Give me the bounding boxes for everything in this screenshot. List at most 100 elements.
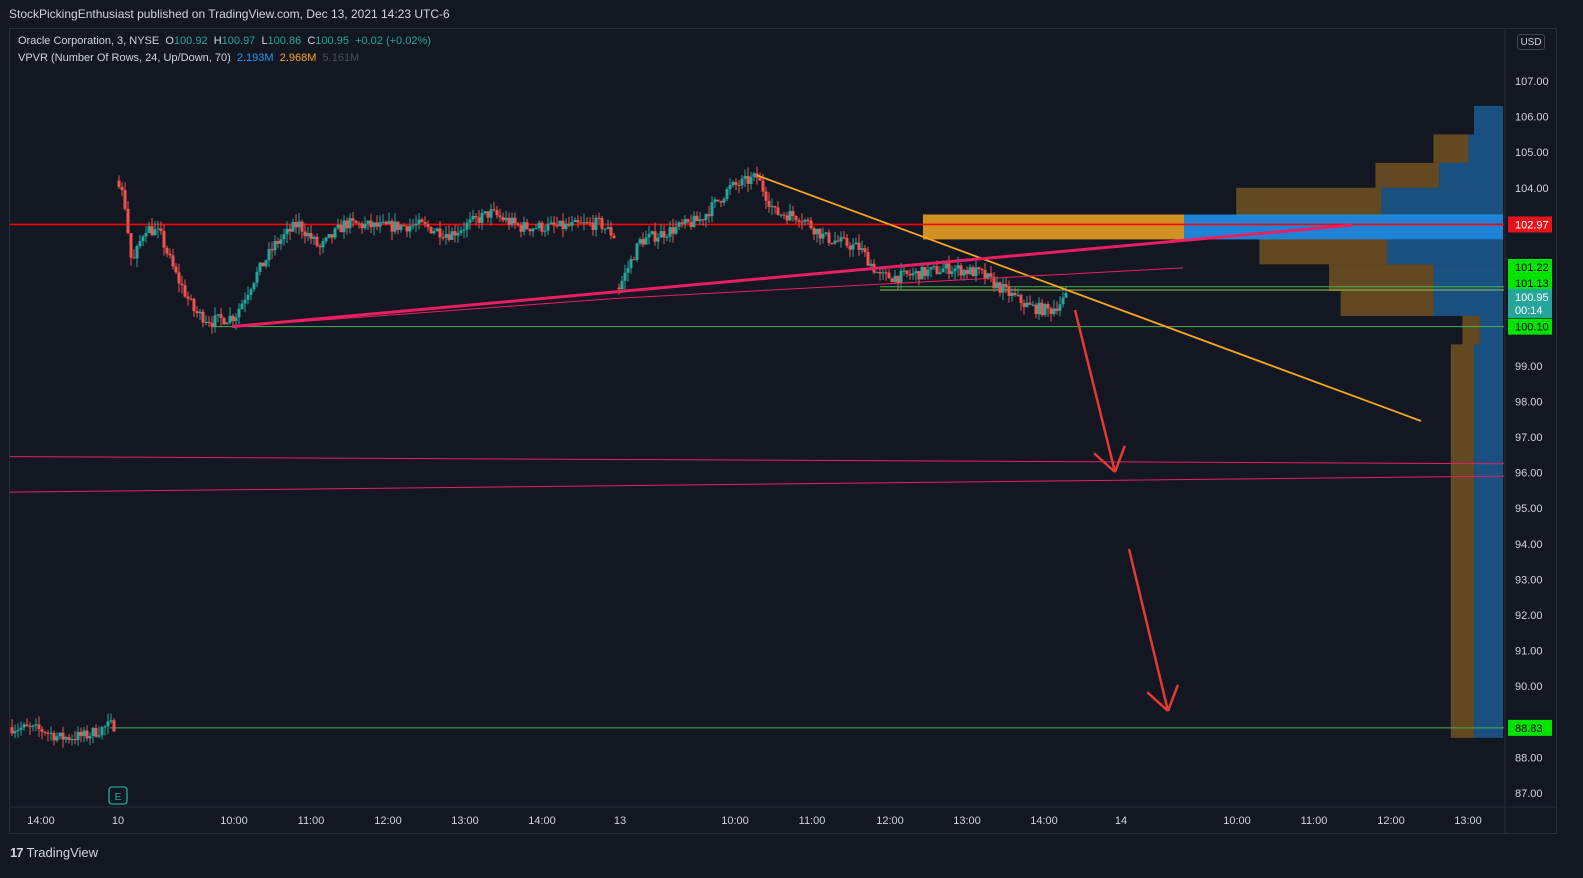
- descending-trendline[interactable]: [756, 174, 1422, 422]
- candle-body: [381, 221, 385, 223]
- candle-body: [106, 721, 110, 727]
- price-badge-label: 100.95: [1515, 292, 1549, 304]
- price-badge[interactable]: [1508, 302, 1552, 318]
- candle-body: [713, 199, 717, 203]
- candle-body: [447, 234, 451, 240]
- arrow-head[interactable]: [1113, 445, 1126, 473]
- candle-body: [405, 226, 409, 232]
- price-badge[interactable]: [1508, 289, 1552, 305]
- tradingview-brand: TradingView: [26, 845, 99, 860]
- candle-body: [659, 231, 663, 238]
- candle-body: [150, 226, 154, 236]
- tradingview-logo[interactable]: 17 TradingView: [10, 845, 98, 860]
- candle-body: [474, 215, 478, 218]
- candle-body: [471, 215, 475, 220]
- candle-body: [100, 727, 104, 736]
- currency-badge[interactable]: USD: [1517, 34, 1545, 50]
- candle-body: [716, 199, 720, 202]
- candle-body: [549, 222, 553, 224]
- candle-body: [600, 218, 604, 229]
- candle-body: [225, 322, 229, 325]
- candle-body: [938, 272, 942, 274]
- legend-close-value: 100.95: [315, 35, 349, 47]
- rising-trendline-thin-left[interactable]: [231, 297, 621, 328]
- arrow-shaft[interactable]: [1073, 309, 1117, 473]
- candle-body: [761, 180, 765, 192]
- candle-body: [797, 220, 801, 222]
- candle-body: [956, 265, 960, 269]
- price-badge[interactable]: [1508, 318, 1552, 335]
- price-badge[interactable]: [1508, 216, 1552, 233]
- candle-body: [279, 239, 283, 244]
- channel-upper-line[interactable]: [9, 456, 1505, 465]
- candle-body: [552, 222, 556, 226]
- candle-body: [97, 735, 101, 737]
- candle-body: [992, 276, 996, 289]
- x-tick-label: 13:00: [451, 815, 479, 827]
- arrow-head[interactable]: [1166, 684, 1180, 712]
- candle-body: [854, 242, 858, 245]
- candle-body: [88, 736, 92, 739]
- candle-body: [1016, 294, 1020, 296]
- rising-trendline[interactable]: [231, 223, 1353, 329]
- price-badge[interactable]: [1508, 259, 1552, 275]
- candle-body: [76, 732, 80, 741]
- candle-body: [932, 266, 936, 268]
- candle-body: [722, 198, 726, 203]
- candle-body: [683, 219, 687, 224]
- candle-body: [555, 225, 559, 227]
- channel-lower-line[interactable]: [9, 475, 1505, 493]
- candle-body: [270, 249, 274, 251]
- volume-profile-up-bar: [1433, 291, 1503, 316]
- x-tick-label: 14: [1115, 815, 1127, 827]
- candle-body: [1037, 302, 1041, 315]
- candle-body: [635, 243, 639, 260]
- publish-line: StockPickingEnthusiast published on Trad…: [9, 7, 450, 21]
- arrow-head[interactable]: [1146, 691, 1169, 712]
- arrow-shaft[interactable]: [1127, 548, 1170, 712]
- arrow-head[interactable]: [1093, 452, 1116, 473]
- earnings-marker-icon[interactable]: [108, 786, 128, 805]
- candle-body: [1022, 303, 1026, 307]
- indicator-name[interactable]: VPVR (Number Of Rows, 24, Up/Down, 70): [18, 52, 231, 64]
- candle-body: [348, 218, 352, 229]
- rising-trendline-thin[interactable]: [619, 267, 1184, 299]
- candle-body: [204, 321, 208, 323]
- candle-body: [31, 725, 35, 727]
- candle-body: [680, 222, 684, 224]
- volume-profile-up-bar: [1468, 134, 1503, 163]
- candle-body: [327, 234, 331, 238]
- candle-body: [617, 287, 621, 290]
- chart-frame[interactable]: [9, 28, 1557, 834]
- x-tick-label: 13:00: [953, 815, 981, 827]
- candle-body: [231, 315, 235, 321]
- candle-body: [22, 724, 26, 728]
- candle-body: [1010, 293, 1014, 296]
- price-badge[interactable]: [1508, 275, 1552, 291]
- candle-body: [845, 237, 849, 246]
- candle-body: [950, 271, 954, 274]
- candle-body: [345, 220, 349, 229]
- candle-body: [890, 278, 894, 283]
- x-tick-label: 12:00: [876, 815, 904, 827]
- candle-body: [1025, 302, 1029, 307]
- candle-body: [504, 217, 508, 221]
- candle-body: [998, 282, 1002, 293]
- candle-body: [1031, 304, 1035, 306]
- x-tick-label: 13: [614, 815, 626, 827]
- candle-body: [740, 178, 744, 186]
- candle-body: [525, 222, 529, 229]
- price-badge[interactable]: [1508, 719, 1552, 736]
- candle-body: [564, 223, 568, 230]
- candle-body: [719, 201, 723, 203]
- candle-body: [58, 732, 62, 737]
- candle-body: [501, 216, 505, 221]
- candle-body: [920, 266, 924, 280]
- candle-body: [591, 222, 595, 230]
- candle-body: [336, 224, 340, 229]
- legend-symbol[interactable]: Oracle Corporation, 3, NYSE: [18, 35, 160, 47]
- candle-body: [267, 249, 271, 261]
- y-tick-label: 88.00: [1515, 752, 1543, 764]
- candle-body: [731, 182, 735, 186]
